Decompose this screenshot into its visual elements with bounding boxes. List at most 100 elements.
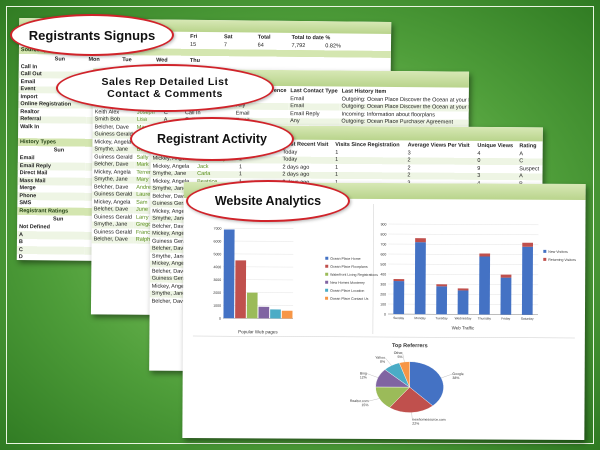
y-tick-label: 800 xyxy=(381,232,387,236)
cell xyxy=(17,215,51,224)
cell: Guiness Gerald xyxy=(93,229,132,236)
bar-segment xyxy=(393,281,405,315)
column-header: Average Views Per Visit xyxy=(407,141,470,149)
cell: 2 days ago xyxy=(282,171,310,178)
column-header: Tue xyxy=(122,56,132,63)
legend-swatch xyxy=(325,296,329,300)
bar-segment xyxy=(414,242,426,315)
column-header: Sun xyxy=(52,216,64,223)
leader-line xyxy=(441,373,453,379)
grid-line xyxy=(388,283,539,286)
title-callout: Website Analytics xyxy=(186,180,350,222)
y-tick-label: 0 xyxy=(384,313,386,317)
x-tick-label: Friday xyxy=(501,317,510,321)
x-tick-label: Wednesday xyxy=(455,316,472,320)
cell: Today xyxy=(282,149,298,156)
column-header: Last Contact Type xyxy=(290,87,338,94)
x-axis-label: Web Traffic xyxy=(452,325,475,330)
cell: Belcher, Dave xyxy=(94,184,129,191)
cell: Guiness Gerald xyxy=(94,131,133,138)
y-tick-label: 200 xyxy=(380,292,386,296)
legend-label: Ocean Place Location xyxy=(330,289,364,293)
bar xyxy=(246,292,258,319)
cell: Mickey, Angela xyxy=(94,139,132,146)
x-axis-label: Popular Web pages xyxy=(238,329,278,334)
bar xyxy=(223,229,235,319)
chart-title: Top Referrers xyxy=(392,343,428,349)
column-header: Rating xyxy=(519,142,537,149)
slice-label: newhomesource.com xyxy=(412,418,445,422)
y-tick-label: 500 xyxy=(380,262,386,266)
cell: 7,792 xyxy=(291,42,306,49)
y-tick-label: 6000 xyxy=(214,239,222,243)
slice-label: Google xyxy=(452,372,463,376)
x-tick-label: Saturday xyxy=(521,317,534,321)
slice-value-label: 15% xyxy=(361,403,368,407)
leader-line xyxy=(384,357,392,366)
bar xyxy=(235,260,247,319)
y-tick-label: 900 xyxy=(381,222,387,226)
column-header: Fri xyxy=(190,33,198,40)
column-header: Sat xyxy=(223,33,233,40)
bar-segment xyxy=(415,238,426,243)
slice-value-label: 22% xyxy=(412,422,419,426)
y-tick-label: 400 xyxy=(380,272,386,276)
bar-segment xyxy=(436,284,448,287)
slice-value-label: 8% xyxy=(380,360,385,364)
legend-label: Returning Visitors xyxy=(548,258,576,262)
y-tick-label: 2000 xyxy=(213,291,221,295)
sheet-title: Registrants Signups xyxy=(28,27,156,43)
leader-line xyxy=(368,398,380,402)
slice-label: Yahoo xyxy=(375,356,385,360)
grid-line xyxy=(388,233,539,236)
column-header: % xyxy=(325,34,331,41)
x-tick-label: Monday xyxy=(414,316,426,320)
cell: Today xyxy=(282,156,298,163)
cell xyxy=(18,146,52,155)
cell: Smith Bob xyxy=(94,116,121,123)
x-tick-label: Thursday xyxy=(478,316,492,320)
bar xyxy=(258,306,270,319)
cell: 15 xyxy=(190,41,197,48)
bar-segment xyxy=(479,253,491,257)
cell: Smythe, Jane xyxy=(94,176,128,183)
legend-label: New Visitors xyxy=(548,250,568,254)
sheet-title: Contact & Comments xyxy=(107,88,223,100)
legend-swatch xyxy=(325,264,329,268)
bar-segment xyxy=(479,256,491,315)
column-header: Mon xyxy=(88,56,100,63)
cell: Belcher, Dave xyxy=(94,161,129,168)
legend-label: Ocean Place Floorplans xyxy=(330,265,368,269)
grid-line xyxy=(388,253,539,256)
bar xyxy=(281,310,293,319)
divider xyxy=(192,335,575,339)
cell: A xyxy=(519,173,523,180)
legend-swatch xyxy=(325,256,329,260)
slice-value-label: 12% xyxy=(360,376,367,380)
y-tick-label: 3000 xyxy=(213,278,221,282)
frame xyxy=(6,6,594,444)
cell: 64 xyxy=(257,42,264,49)
y-tick-label: 300 xyxy=(380,282,386,286)
column-header: Sun xyxy=(53,147,65,154)
legend-swatch xyxy=(325,288,329,292)
cell: 0.82% xyxy=(325,43,341,50)
bar-segment xyxy=(457,290,469,315)
grid-line xyxy=(388,223,539,226)
cell: Jack xyxy=(197,163,209,170)
y-tick-label: 5000 xyxy=(213,252,221,256)
y-tick-label: 600 xyxy=(380,252,386,256)
slice-value-label: 5% xyxy=(397,355,402,359)
leader-line xyxy=(402,352,405,362)
bar-segment xyxy=(436,286,448,315)
legend-label: Ocean Place Home xyxy=(330,257,360,261)
cell: Smythe, Jane xyxy=(152,170,187,178)
cell: Mickey, Angela xyxy=(94,169,131,176)
cell: A xyxy=(519,150,524,157)
cell: 2 days ago xyxy=(282,164,310,171)
column-header: Total to date xyxy=(291,34,324,41)
bar-segment xyxy=(457,288,469,291)
y-tick-label: 100 xyxy=(380,302,386,306)
